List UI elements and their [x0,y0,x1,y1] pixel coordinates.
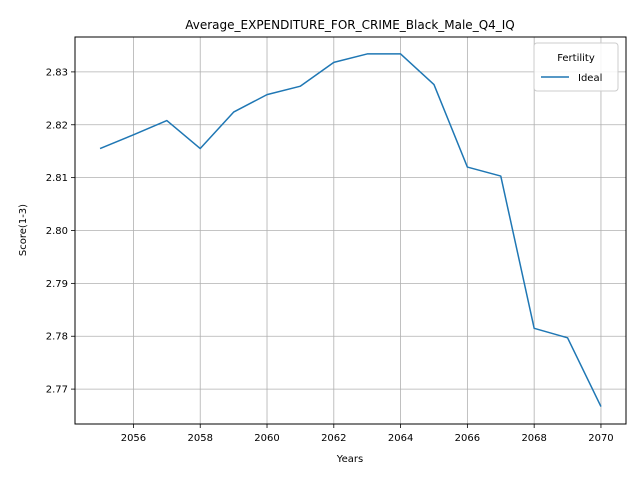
legend-title: Fertility [557,53,595,64]
legend-label-ideal: Ideal [578,73,602,84]
chart-title: Average_EXPENDITURE_FOR_CRIME_Black_Male… [185,18,515,32]
x-tick-label: 2062 [321,433,346,444]
y-axis-ticks: 2.77 2.78 2.79 2.80 2.81 2.82 2.83 [46,67,75,395]
x-tick-label: 2056 [121,433,146,444]
legend-box [534,43,618,91]
y-tick-label: 2.83 [46,67,68,78]
x-tick-label: 2058 [188,433,213,444]
y-tick-label: 2.79 [46,279,68,290]
x-tick-label: 2066 [455,433,480,444]
y-tick-label: 2.80 [46,226,68,237]
x-axis-ticks: 2056 2058 2060 2062 2064 2066 2068 2070 [121,424,614,444]
x-tick-label: 2070 [588,433,613,444]
x-axis-label: Years [336,454,363,465]
y-tick-label: 2.81 [46,173,68,184]
legend: Fertility Ideal [534,43,618,91]
x-tick-label: 2064 [388,433,413,444]
grid [75,37,626,424]
x-tick-label: 2068 [521,433,546,444]
y-axis-label: Score(1-3) [18,204,29,256]
y-tick-label: 2.77 [46,385,68,396]
y-tick-label: 2.78 [46,332,68,343]
y-tick-label: 2.82 [46,120,68,131]
x-tick-label: 2060 [254,433,279,444]
